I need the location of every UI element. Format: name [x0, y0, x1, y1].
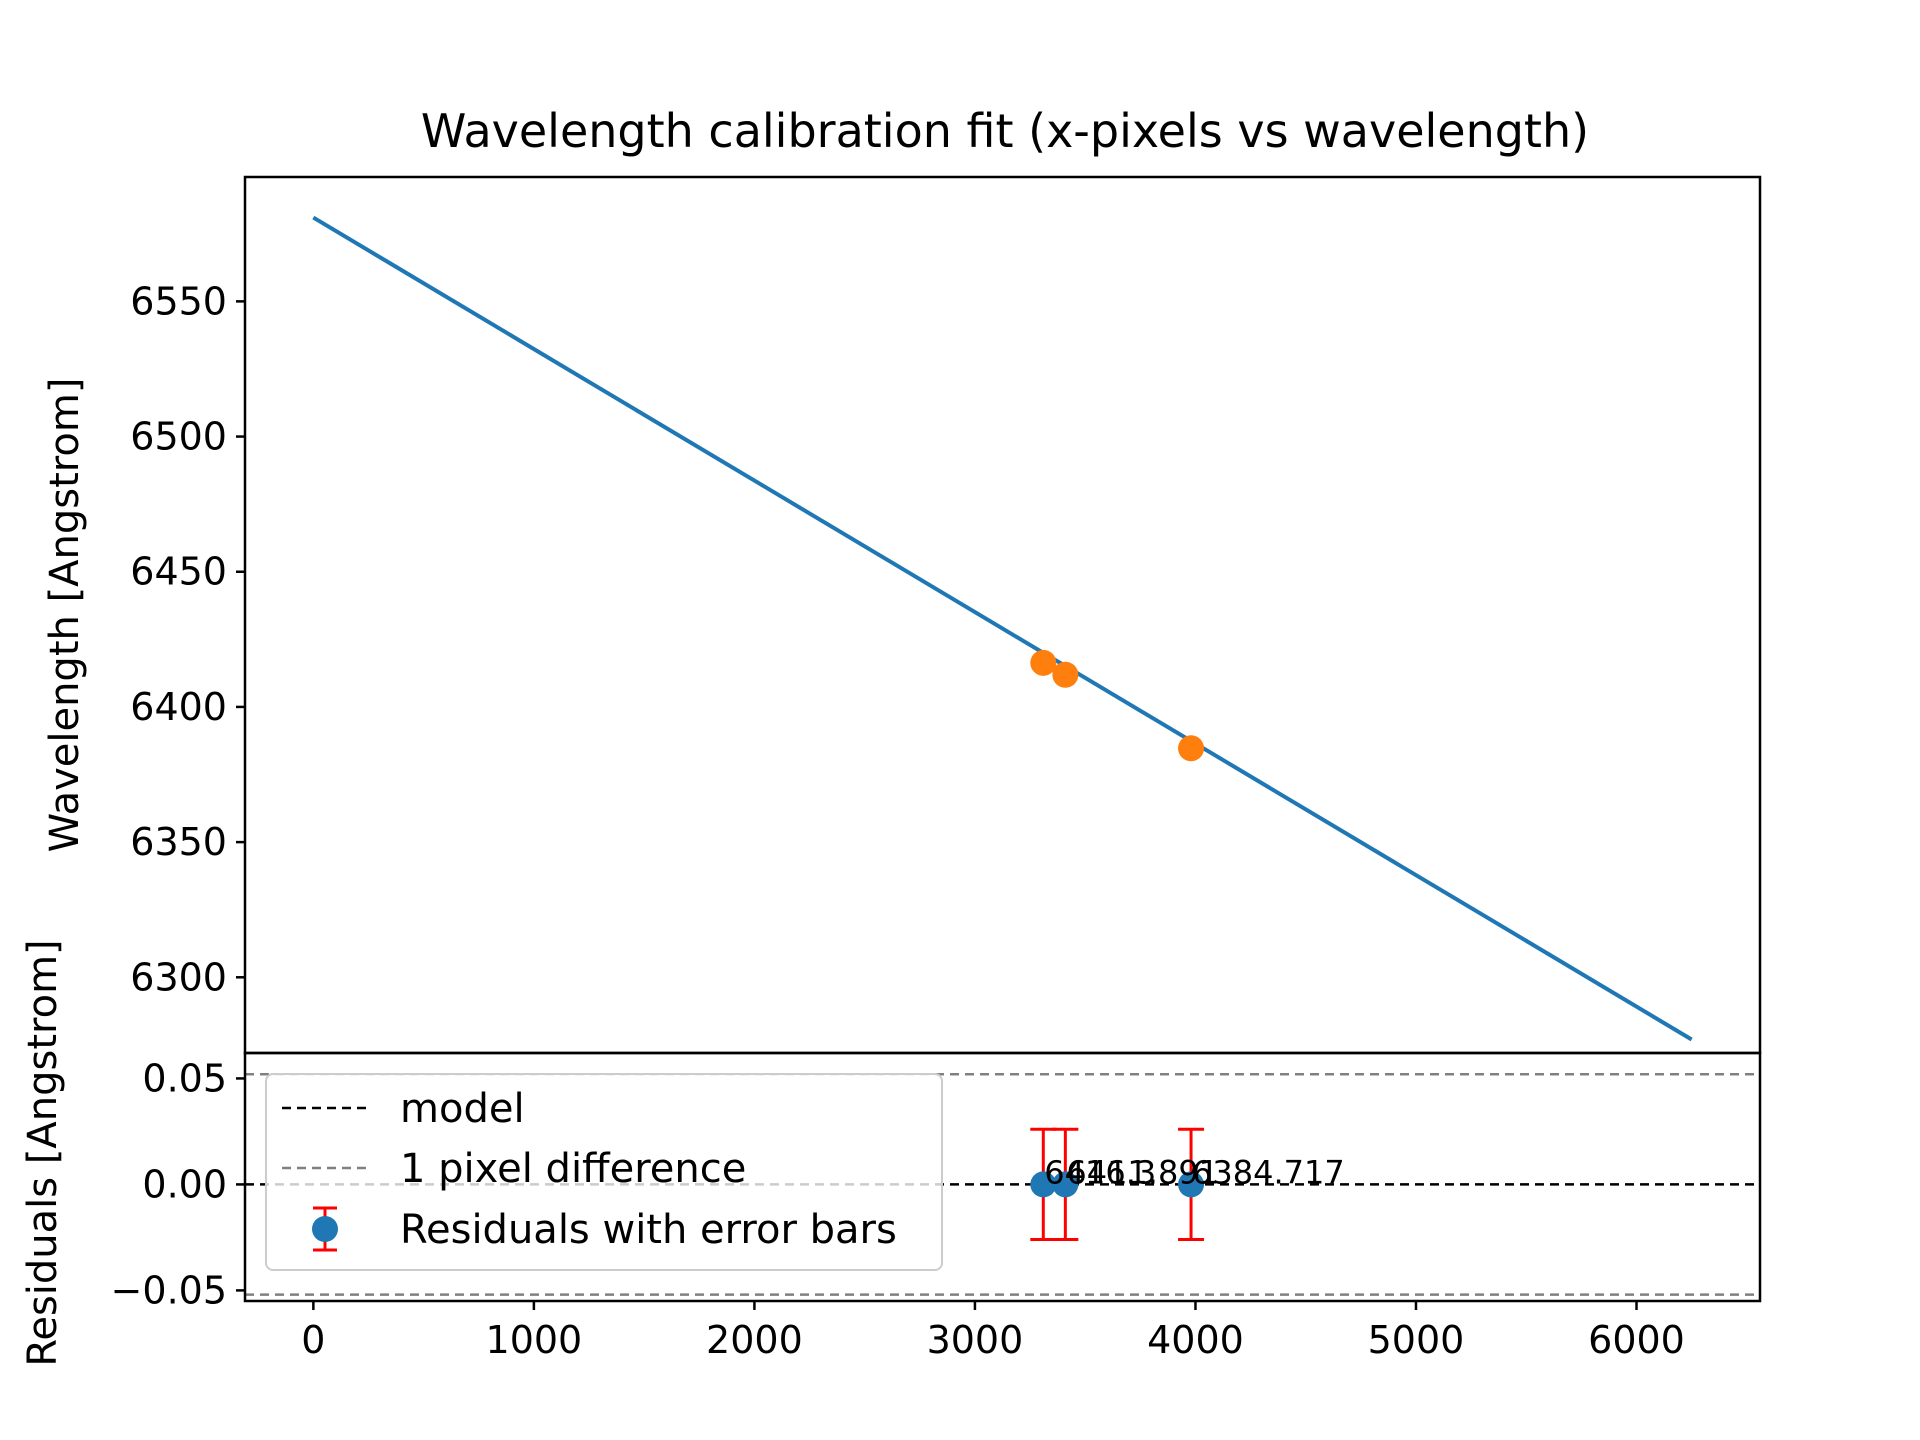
residuals-panel: −0.050.000.05 0 1000 2000 3000 4000 5000 6000 … — [20, 939, 1762, 1367]
fit-panel: 6300 6350 6400 6450 6500 6550 Wavelength [Ang… — [42, 175, 1762, 1055]
legend: model 1 pixel difference Residuals with … — [265, 1073, 943, 1271]
x-tick-label: 1000 — [486, 1318, 583, 1362]
x-tick-label: 5000 — [1368, 1318, 1465, 1362]
residual-reference-lines — [245, 1072, 1760, 1296]
residual-point — [1052, 1171, 1079, 1198]
legend-box — [265, 1073, 943, 1271]
fit-y-tick-label: 6300 — [130, 955, 227, 999]
residuals-y-tick-label: 0.05 — [142, 1056, 227, 1100]
legend-model-label: model — [400, 1086, 525, 1132]
fit-y-ticks: 6300 6350 6400 6450 6500 6550 — [130, 279, 245, 999]
residuals-y-axis-label: Residuals [Angstrom] — [20, 939, 66, 1366]
fit-marks — [312, 215, 1693, 1042]
residual-point — [1030, 1171, 1057, 1198]
x-tick-label: 0 — [301, 1318, 325, 1362]
calibration-point — [1178, 735, 1205, 762]
residuals-axes-frame — [243, 1051, 1762, 1303]
residual-point — [1178, 1171, 1205, 1198]
calibration-point — [1052, 661, 1079, 688]
fit-y-tick-label: 6550 — [130, 279, 227, 323]
fit-y-tick-label: 6400 — [130, 685, 227, 729]
fit-line — [312, 215, 1693, 1042]
residuals-y-tick-label: −0.05 — [111, 1268, 227, 1312]
fit-y-tick-label: 6350 — [130, 820, 227, 864]
fit-y-tick-label: 6500 — [130, 415, 227, 459]
legend-residual-label: Residuals with error bars — [400, 1207, 897, 1253]
x-tick-label: 4000 — [1147, 1318, 1244, 1362]
calibration-point — [1030, 649, 1057, 676]
chart-title: Wavelength calibration fit (x-pixels vs … — [421, 104, 1589, 158]
residuals-x-ticks: 0 1000 2000 3000 4000 5000 6000 — [301, 1301, 1685, 1362]
fit-y-axis-label: Wavelength [Angstrom] — [42, 378, 88, 853]
residual-annotation: 6384.717 — [1192, 1153, 1345, 1191]
residual-annotation: 6411.891 — [1066, 1153, 1219, 1191]
fit-y-tick-label: 6450 — [130, 550, 227, 594]
x-tick-label: 2000 — [706, 1318, 803, 1362]
residual-annotation: 6416.3 — [1044, 1153, 1156, 1191]
residuals-y-tick-label: 0.00 — [142, 1162, 227, 1206]
x-tick-label: 3000 — [927, 1318, 1024, 1362]
residuals-y-ticks: −0.05 0.00 0.05 — [111, 1056, 245, 1312]
x-tick-label: 6000 — [1588, 1318, 1685, 1362]
legend-pixel-label: 1 pixel difference — [400, 1146, 746, 1192]
legend-residual-marker — [312, 1216, 338, 1242]
